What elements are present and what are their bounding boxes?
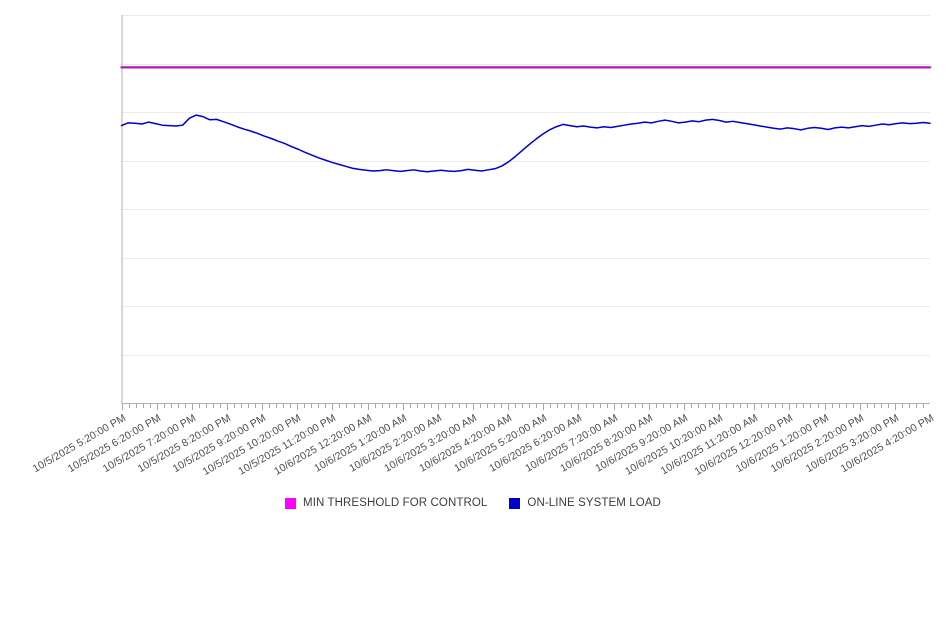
- gridlines-group: [121, 15, 930, 356]
- legend-label: ON-LINE SYSTEM LOAD: [527, 497, 661, 509]
- series-paths-group: [120, 66, 932, 173]
- legend-label: MIN THRESHOLD FOR CONTROL: [303, 497, 488, 509]
- legend-item[interactable]: MIN THRESHOLD FOR CONTROL: [285, 497, 487, 509]
- x-tick-marks-group: [122, 404, 924, 410]
- chart-container: 10/5/2025 5:20:00 PM 10/5/2025 6:20:00 PM…: [0, 15, 946, 509]
- legend-color-swatch: [509, 497, 521, 509]
- legend-item[interactable]: ON-LINE SYSTEM LOAD: [509, 497, 661, 509]
- series-line-on-line-system-load: [120, 114, 931, 173]
- chart-legend: MIN THRESHOLD FOR CONTROL ON-LINE SYSTEM …: [0, 497, 946, 509]
- axis-lines-group: [121, 15, 930, 404]
- legend-color-swatch: [285, 497, 297, 509]
- chart-plot-area: [120, 15, 932, 410]
